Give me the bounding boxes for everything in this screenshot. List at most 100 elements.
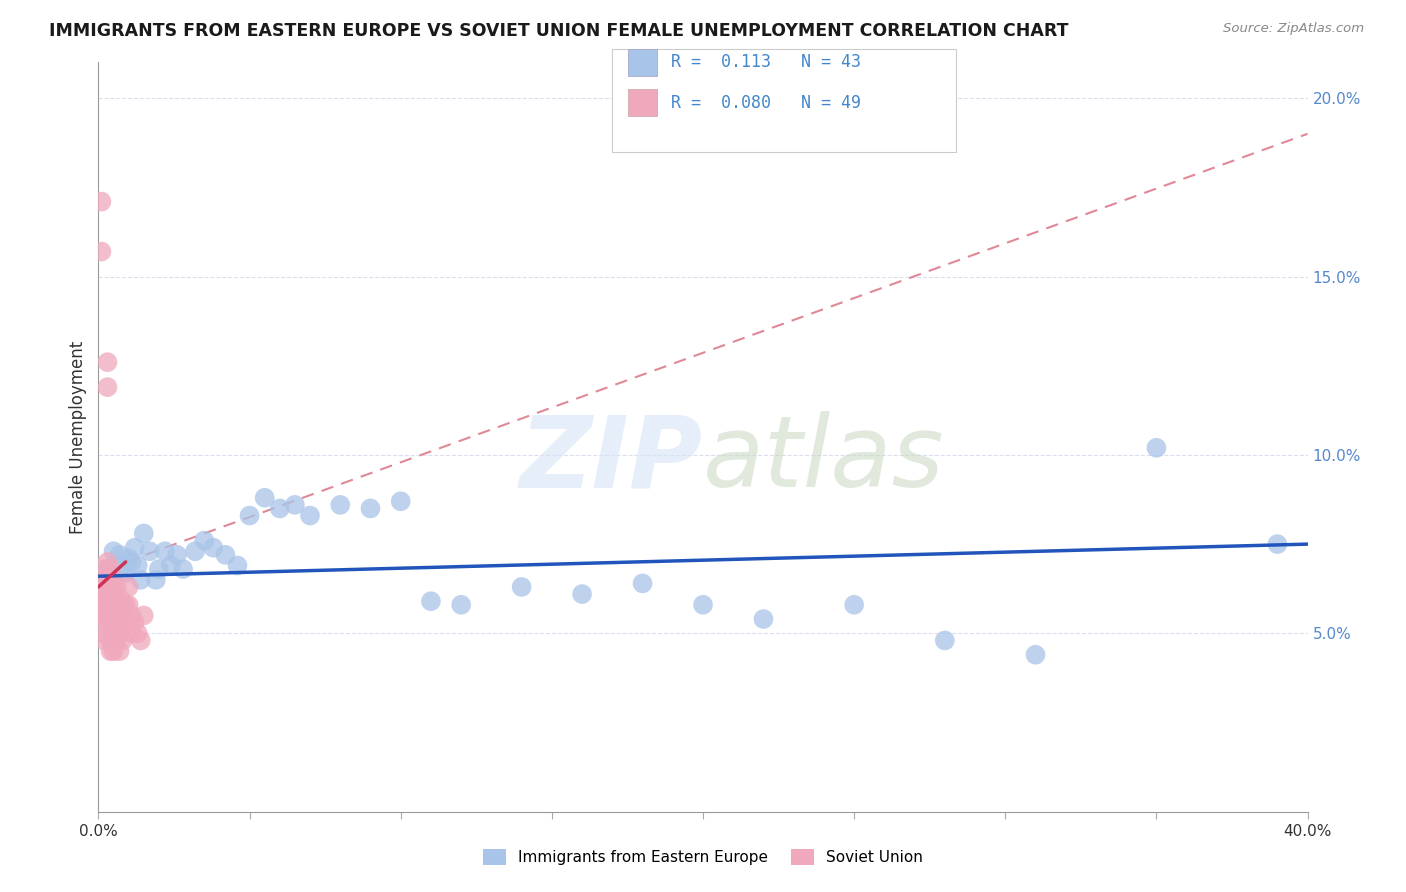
Point [1024, 648, 1046, 662]
Point [108, 644, 131, 658]
Text: R =  0.113   N = 43: R = 0.113 N = 43 [671, 54, 860, 71]
Point [202, 541, 225, 555]
Point [105, 633, 128, 648]
Point [108, 591, 131, 605]
Point [90, 244, 112, 259]
Point [108, 626, 131, 640]
Point [105, 580, 128, 594]
Point [239, 508, 262, 523]
Point [121, 626, 143, 640]
Point [103, 644, 125, 658]
Point [96, 555, 118, 569]
Point [103, 591, 125, 605]
Point [510, 580, 533, 594]
Point [226, 558, 249, 573]
Text: Source: ZipAtlas.com: Source: ZipAtlas.com [1223, 22, 1364, 36]
Point [103, 544, 125, 558]
Point [127, 558, 149, 573]
Point [124, 615, 146, 630]
Text: R =  0.080   N = 49: R = 0.080 N = 49 [671, 94, 860, 112]
Point [172, 562, 194, 576]
Point [132, 608, 155, 623]
Point [108, 608, 131, 623]
Point [844, 598, 866, 612]
Point [389, 494, 412, 508]
Point [124, 541, 146, 555]
Point [96, 355, 118, 369]
Point [96, 573, 118, 587]
Point [90, 608, 112, 623]
Point [934, 633, 956, 648]
Y-axis label: Female Unemployment: Female Unemployment [69, 341, 87, 533]
Point [96, 380, 118, 394]
Point [118, 551, 141, 566]
Point [103, 626, 125, 640]
Point [121, 608, 143, 623]
Point [105, 598, 128, 612]
Point [184, 544, 207, 558]
Point [153, 544, 176, 558]
Point [111, 598, 134, 612]
Point [752, 612, 775, 626]
Point [118, 580, 141, 594]
Point [118, 598, 141, 612]
Point [284, 498, 307, 512]
Point [96, 562, 118, 576]
Point [329, 498, 352, 512]
Legend: Immigrants from Eastern Europe, Soviet Union: Immigrants from Eastern Europe, Soviet U… [477, 843, 929, 871]
Point [166, 548, 188, 562]
Point [127, 626, 149, 640]
Text: IMMIGRANTS FROM EASTERN EUROPE VS SOVIET UNION FEMALE UNEMPLOYMENT CORRELATION C: IMMIGRANTS FROM EASTERN EUROPE VS SOVIET… [49, 22, 1069, 40]
Point [121, 555, 143, 569]
Point [100, 644, 122, 658]
Point [420, 594, 443, 608]
Point [571, 587, 593, 601]
Point [90, 591, 112, 605]
Point [114, 598, 136, 612]
Point [1144, 441, 1167, 455]
Point [1267, 537, 1289, 551]
Point [145, 573, 167, 587]
Point [139, 544, 162, 558]
Point [129, 573, 152, 587]
Point [103, 573, 125, 587]
Point [105, 615, 128, 630]
Point [450, 598, 472, 612]
Point [103, 608, 125, 623]
Point [93, 598, 115, 612]
Point [111, 633, 134, 648]
Point [93, 633, 115, 648]
Point [100, 633, 122, 648]
Point [100, 615, 122, 630]
Point [148, 562, 170, 576]
Point [93, 580, 115, 594]
Point [96, 591, 118, 605]
Point [253, 491, 276, 505]
Point [114, 566, 136, 580]
Point [111, 615, 134, 630]
Text: atlas: atlas [703, 411, 945, 508]
Point [299, 508, 322, 523]
Point [96, 608, 118, 623]
Point [100, 598, 122, 612]
Point [631, 576, 654, 591]
Point [90, 626, 112, 640]
Point [114, 615, 136, 630]
Point [100, 562, 122, 576]
Point [193, 533, 215, 548]
Text: ZIP: ZIP [520, 411, 703, 508]
Point [90, 194, 112, 209]
Point [132, 526, 155, 541]
Point [111, 558, 134, 573]
Point [108, 548, 131, 562]
Point [269, 501, 291, 516]
Point [100, 580, 122, 594]
Point [93, 615, 115, 630]
Point [692, 598, 714, 612]
Point [360, 501, 382, 516]
Point [214, 548, 236, 562]
Point [93, 562, 115, 576]
Point [90, 573, 112, 587]
Point [129, 633, 152, 648]
Point [160, 558, 183, 573]
